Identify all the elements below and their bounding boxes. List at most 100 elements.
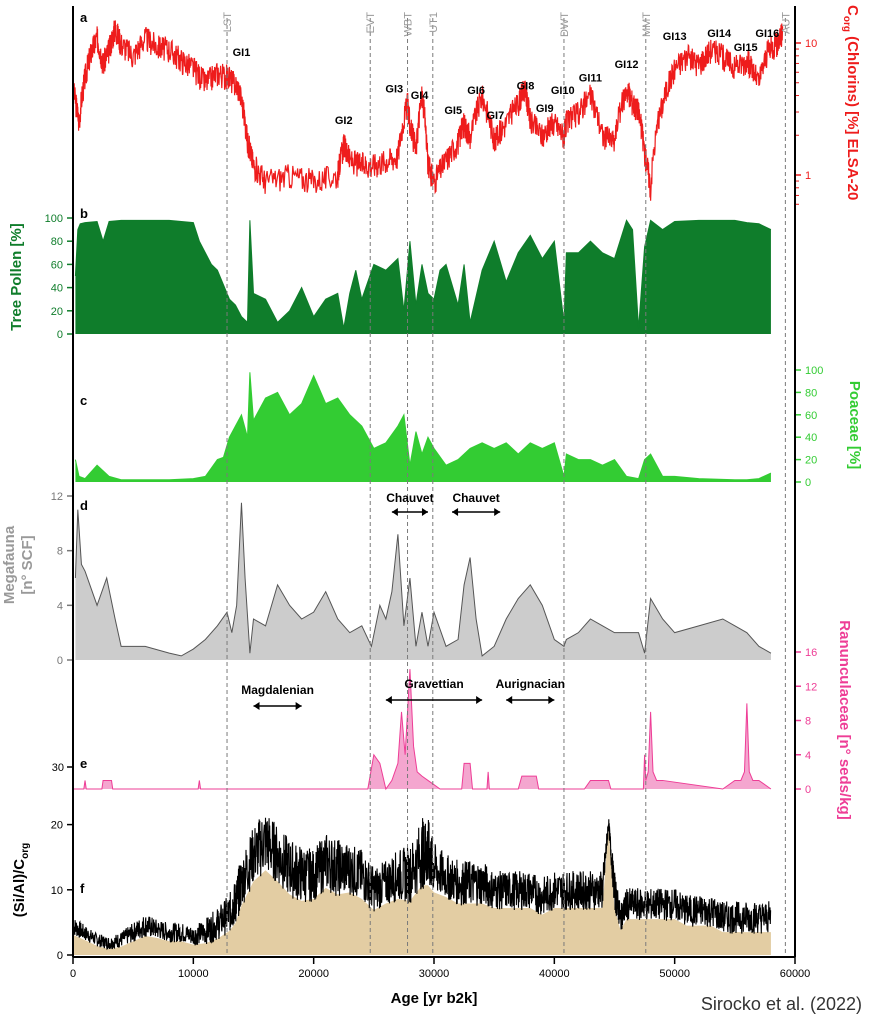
panel-a-y-label-rest: (Chlorins) [%] ELSA-20 — [844, 32, 861, 200]
panel-c-y-tick-label: 60 — [805, 410, 817, 422]
panel-a-y-tick-label: 1 — [805, 170, 811, 182]
panel-a-y-label-sub: org — [841, 16, 852, 32]
panel-e-line — [73, 669, 772, 791]
panel-d-y-tick-label: 0 — [57, 655, 63, 667]
panel-b-line — [74, 219, 772, 329]
panel-f-y-label: (Si/Al)/Corg — [11, 843, 31, 917]
panel-lines — [72, 20, 784, 951]
panel-f-letter: f — [80, 881, 85, 896]
panel-f-line — [72, 817, 772, 951]
culture-label: Gravettian — [404, 677, 463, 691]
panel-e-y-tick-label: 16 — [805, 647, 817, 659]
panel-c-y-tick-label: 0 — [805, 477, 811, 489]
gi-label: GI5 — [444, 105, 462, 117]
panel-e-y-tick-label: 4 — [805, 750, 811, 762]
gi-label: GI2 — [335, 115, 353, 127]
panel-a-line — [72, 20, 784, 201]
panel-b-fill — [75, 220, 771, 334]
event-label: EVT — [365, 12, 377, 34]
panel-f-y-tick-label: 10 — [51, 885, 63, 897]
x-tick-label: 0 — [70, 968, 76, 980]
gi-label: GI14 — [707, 28, 732, 40]
x-axis-label: Age [yr b2k] — [391, 990, 478, 1007]
gi-label: GI8 — [517, 81, 535, 93]
x-tick-label: 10000 — [178, 968, 209, 980]
panel-e-left-tick-label: 30 — [52, 762, 64, 774]
gi-label: GI10 — [551, 85, 575, 97]
panel-f-fill — [73, 828, 771, 955]
x-tick-label: 60000 — [780, 968, 811, 980]
panel-b-y-tick-label: 60 — [51, 259, 63, 271]
culture-arrow-head-left — [506, 696, 513, 704]
panel-e-letter: e — [80, 756, 87, 771]
panel-e-y-tick-label: 12 — [805, 681, 817, 693]
panel-b-y-tick-label: 80 — [51, 236, 63, 248]
gi-label: GI1 — [233, 47, 251, 59]
panel-f-y-label-main: (Si/Al)/C — [11, 859, 28, 917]
panel-a-letter: a — [80, 10, 88, 25]
gi-label: GI15 — [734, 42, 758, 54]
panel-a-y-label-main: C — [844, 5, 861, 16]
panel-d-y-label-line1: Megafauna — [1, 525, 18, 604]
panel-d-y-label-line2: [n° SCF] — [19, 535, 36, 594]
event-label: UT1 — [428, 12, 440, 33]
panel-b-y-label: Tree Pollen [%] — [8, 223, 25, 331]
chauvet-arrow-head-right — [494, 508, 501, 516]
panel-c-fill — [75, 372, 771, 482]
culture-label: Aurignacian — [496, 677, 565, 691]
chauvet-arrow-head-right — [421, 508, 428, 516]
panel-c-y-tick-label: 40 — [805, 432, 817, 444]
gi-label: GI6 — [467, 85, 485, 97]
event-markers: LST EVT WBT UT1 DWT MMT AUT — [222, 12, 792, 955]
panel-f-y-label-sub: org — [20, 843, 31, 859]
credit-text: Sirocko et al. (2022) — [701, 994, 862, 1014]
event-label: LST — [222, 12, 234, 32]
gi-label: GI12 — [615, 59, 639, 71]
panel-a-y-label: Corg (Chlorins) [%] ELSA-20 — [841, 5, 861, 200]
chauvet-label: Chauvet — [452, 491, 499, 505]
annotations: a Corg (Chlorins) [%] ELSA-20 GI1 GI2 GI3 GI4… — [1, 5, 863, 917]
panel-d-letter: d — [80, 498, 88, 513]
culture-arrow-head-left — [385, 696, 392, 704]
chauvet-arrow-head-left — [452, 508, 459, 516]
panel-d-y-tick-label: 8 — [57, 546, 63, 558]
panel-b-y-tick-label: 40 — [51, 283, 63, 295]
gi-label: GI16 — [755, 28, 779, 40]
panel-c-line — [74, 372, 772, 481]
panel-f-y-tick-label: 0 — [57, 950, 63, 962]
gi-label: GI7 — [487, 110, 505, 122]
panel-d-fill — [75, 502, 771, 660]
panel-f-y-tick-label: 20 — [51, 820, 63, 832]
gi-label: GI3 — [385, 83, 403, 95]
x-tick-label: 40000 — [539, 968, 570, 980]
axes: 1100204060801000204060801000481204812163… — [45, 6, 823, 1007]
panel-b-y-tick-label: 0 — [57, 329, 63, 341]
x-tick-label: 50000 — [659, 968, 690, 980]
panel-c-y-tick-label: 100 — [805, 365, 823, 377]
event-label: DWT — [559, 12, 571, 37]
panel-b-letter: b — [80, 206, 88, 221]
gi-label: GI11 — [579, 73, 602, 85]
event-label: WBT — [403, 12, 415, 37]
panel-d-line — [74, 502, 772, 657]
culture-arrow-head-left — [253, 702, 260, 710]
x-tick-label: 30000 — [419, 968, 450, 980]
chauvet-arrow-head-left — [391, 508, 398, 516]
chauvet-label: Chauvet — [386, 491, 433, 505]
panel-d-y-tick-label: 12 — [51, 491, 63, 503]
culture-label: Magdalenian — [241, 683, 314, 697]
panel-d-y-tick-label: 4 — [57, 600, 63, 612]
culture-arrow-head-right — [476, 696, 483, 704]
panel-c-y-label: Poaceae [%] — [846, 381, 863, 469]
gi-label: GI13 — [663, 31, 687, 43]
panel-e-y-tick-label: 8 — [805, 716, 811, 728]
panel-b-y-tick-label: 100 — [45, 213, 63, 225]
event-label: MMT — [641, 12, 653, 37]
panel-c-y-tick-label: 80 — [805, 387, 817, 399]
panel-b-y-tick-label: 20 — [51, 306, 63, 318]
gi-label: GI4 — [411, 90, 430, 102]
panel-a-y-tick-label: 10 — [805, 38, 817, 50]
gi-label: GI9 — [536, 103, 554, 115]
panel-c-letter: c — [80, 393, 87, 408]
